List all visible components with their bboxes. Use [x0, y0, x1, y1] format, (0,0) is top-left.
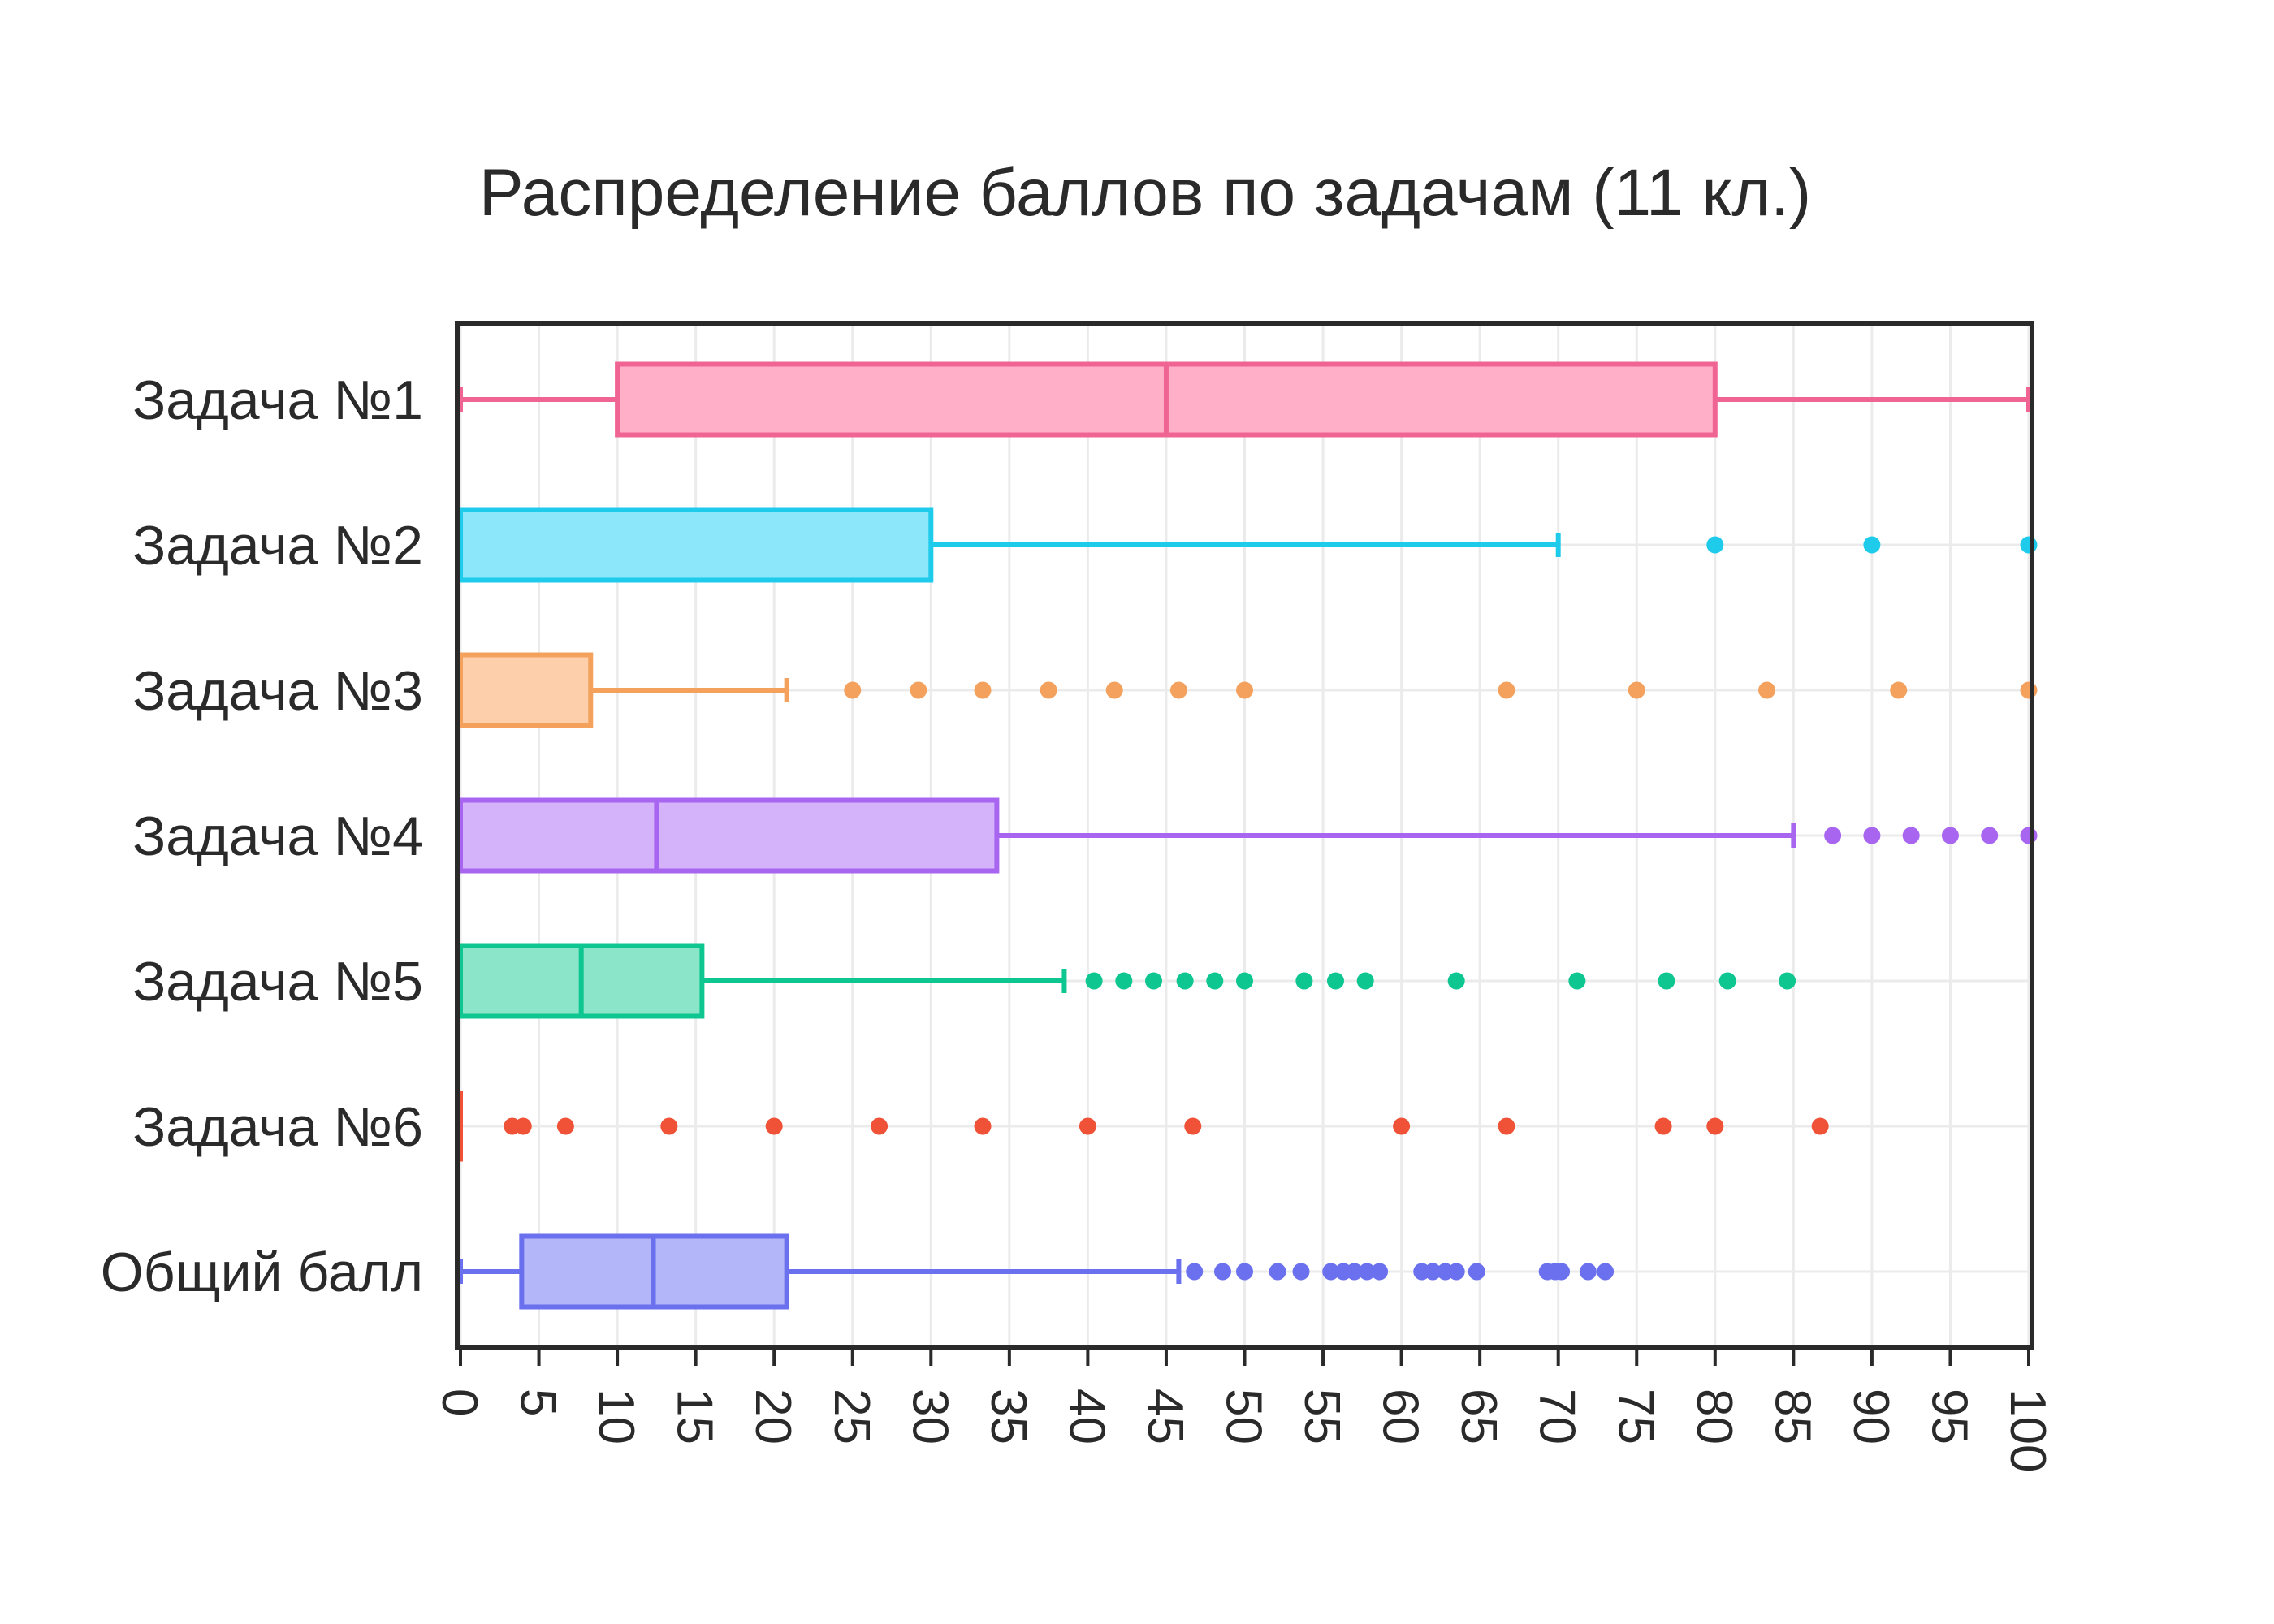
outlier-point: [1206, 972, 1224, 990]
outlier-point: [1890, 681, 1908, 699]
category-label: Задача №3: [132, 660, 423, 722]
outlier-point: [1236, 1263, 1253, 1281]
outlier-point: [1941, 827, 1959, 844]
iqr-box: [458, 797, 1000, 874]
iqr-box: [458, 652, 594, 728]
outlier-point: [1902, 827, 1920, 844]
outlier-point: [871, 1117, 888, 1135]
outlier-point: [1863, 536, 1881, 554]
x-tick-label: 0: [431, 1389, 487, 1416]
outlier-point: [1295, 972, 1313, 990]
outlier-point: [1145, 972, 1163, 990]
outlier-point: [1393, 1117, 1411, 1135]
outlier-point: [1236, 972, 1253, 990]
x-tick-label: 50: [1216, 1389, 1272, 1445]
outlier-point: [1169, 681, 1187, 699]
outlier-point: [1553, 1263, 1571, 1281]
outlier-point: [1322, 1263, 1340, 1281]
x-tick-label: 70: [1529, 1389, 1585, 1445]
outlier-point: [1186, 1263, 1204, 1281]
x-tick-label: 60: [1373, 1389, 1429, 1445]
x-tick-label: 10: [588, 1389, 644, 1445]
outlier-point: [974, 1117, 992, 1135]
outlier-point: [1706, 536, 1724, 554]
outlier-point: [910, 681, 927, 699]
category-label: Задача №6: [132, 1096, 423, 1158]
outlier-point: [1105, 681, 1123, 699]
outlier-point: [1779, 972, 1796, 990]
outlier-point: [1824, 827, 1842, 844]
x-tick-label: 15: [667, 1389, 723, 1445]
outlier-point: [1579, 1263, 1597, 1281]
outlier-point: [1085, 972, 1103, 990]
x-tick-label: 95: [1921, 1389, 1977, 1445]
outlier-point: [765, 1117, 783, 1135]
outlier-point: [1658, 972, 1675, 990]
outlier-point: [2020, 681, 2038, 699]
x-tick-label: 45: [1137, 1389, 1193, 1445]
x-tick-label: 100: [1999, 1389, 2056, 1472]
outlier-point: [1371, 1263, 1389, 1281]
outlier-point: [1269, 1263, 1286, 1281]
outlier-point: [1863, 827, 1881, 844]
outlier-point: [1654, 1117, 1672, 1135]
outlier-point: [2020, 827, 2038, 844]
x-tick-label: 55: [1294, 1389, 1350, 1445]
outlier-point: [1424, 1263, 1442, 1281]
x-tick-label: 75: [1607, 1389, 1663, 1445]
outlier-point: [1758, 681, 1776, 699]
outlier-point: [1498, 681, 1515, 699]
outlier-point: [1184, 1117, 1202, 1135]
outlier-point: [974, 681, 992, 699]
plot-area: Задача №1 Задача №2 Задача №3 Задача №4 Зада…: [101, 321, 2056, 1472]
outlier-point: [1236, 681, 1253, 699]
outlier-point: [1079, 1117, 1096, 1135]
chart-title: Распределение баллов по задачам (11 кл.): [479, 156, 1811, 230]
x-tick-label: 65: [1450, 1389, 1507, 1445]
outlier-point: [1628, 681, 1645, 699]
category-label: Задача №2: [132, 515, 423, 577]
outlier-point: [1292, 1263, 1310, 1281]
outlier-point: [1718, 972, 1736, 990]
outlier-point: [1498, 1117, 1515, 1135]
x-tick-label: 85: [1764, 1389, 1820, 1445]
outlier-point: [1447, 972, 1465, 990]
outlier-point: [1040, 681, 1057, 699]
x-tick-label: 30: [901, 1389, 958, 1445]
x-tick-label: 90: [1843, 1389, 1899, 1445]
category-label: Задача №1: [132, 369, 423, 431]
outlier-point: [1597, 1263, 1615, 1281]
outlier-point: [844, 681, 862, 699]
category-label: Общий балл: [101, 1242, 423, 1303]
category-label: Задача №4: [132, 806, 423, 867]
outlier-point: [1356, 972, 1374, 990]
outlier-point: [1346, 1263, 1364, 1281]
x-tick-label: 5: [510, 1389, 566, 1416]
outlier-point: [1706, 1117, 1724, 1135]
x-tick-label: 35: [980, 1389, 1036, 1445]
x-tick-label: 20: [745, 1389, 801, 1445]
outlier-point: [1447, 1263, 1465, 1281]
iqr-box: [458, 507, 934, 583]
outlier-point: [514, 1117, 532, 1135]
category-label: Задача №5: [132, 951, 423, 1013]
outlier-point: [556, 1117, 574, 1135]
outlier-point: [1115, 972, 1133, 990]
x-tick-label: 80: [1686, 1389, 1742, 1445]
outlier-point: [1811, 1117, 1829, 1135]
outlier-point: [2020, 536, 2038, 554]
x-tick-label: 40: [1058, 1389, 1114, 1445]
outlier-point: [1981, 827, 1999, 844]
outlier-point: [1568, 972, 1586, 990]
outlier-point: [1176, 972, 1194, 990]
outlier-point: [660, 1117, 678, 1135]
x-tick-label: 25: [824, 1389, 880, 1445]
outlier-point: [1358, 1263, 1376, 1281]
outlier-point: [1326, 972, 1344, 990]
outlier-point: [1468, 1263, 1485, 1281]
outlier-point: [1213, 1263, 1231, 1281]
